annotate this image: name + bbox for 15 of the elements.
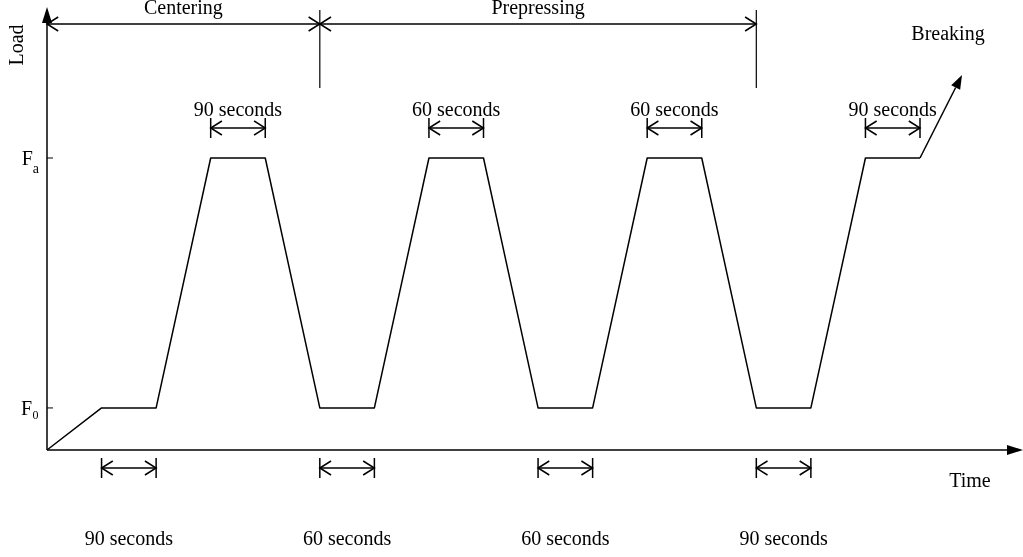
text: 90 seconds [193, 98, 283, 120]
text: Prepressing [491, 0, 585, 19]
text: Centering [143, 0, 223, 19]
text: 60 seconds [521, 527, 610, 549]
text: 60 seconds [412, 98, 501, 120]
annotation: F$_{a}$ [21, 147, 40, 176]
text: 90 seconds [739, 527, 828, 549]
text: Breaking [911, 22, 985, 45]
text: 90 seconds [848, 98, 938, 120]
annotation: F₀ [20, 396, 40, 419]
text: 60 seconds [302, 527, 392, 549]
text: 60 seconds [630, 98, 719, 120]
y-axis-title: Load [5, 24, 27, 66]
text: 90 seconds [84, 527, 174, 549]
x-axis-title: Time [949, 469, 991, 491]
